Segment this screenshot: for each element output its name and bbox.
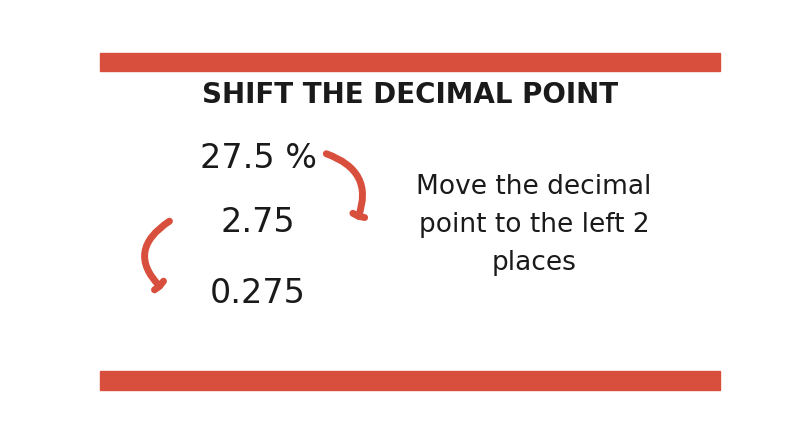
Text: SHIFT THE DECIMAL POINT: SHIFT THE DECIMAL POINT xyxy=(202,81,618,109)
Text: 27.5 %: 27.5 % xyxy=(200,142,317,175)
Text: 0.275: 0.275 xyxy=(210,277,306,310)
Text: Move the decimal
point to the left 2
places: Move the decimal point to the left 2 pla… xyxy=(416,173,652,276)
Bar xyxy=(100,53,720,71)
Text: 2.75: 2.75 xyxy=(221,206,295,240)
Bar xyxy=(100,371,720,390)
